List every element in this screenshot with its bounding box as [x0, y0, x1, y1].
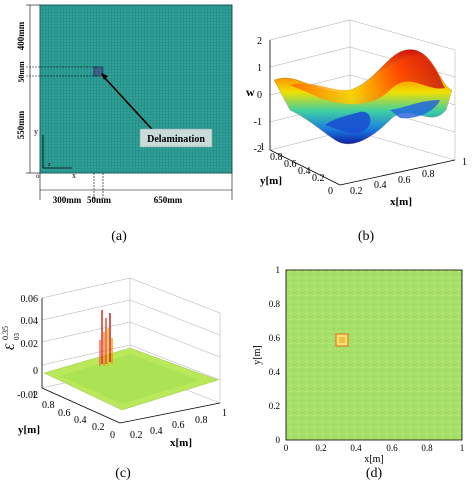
dim-bottom-right: 650mm [154, 195, 183, 205]
x-tick-d: 1 [460, 443, 465, 453]
y-axis-label-c: y[m] [18, 424, 40, 436]
y-axis-label-b: y[m] [260, 175, 282, 187]
delamination-arrow [103, 76, 161, 139]
x-axis-label-d: x[m] [364, 454, 383, 465]
z-tick-b: -1 [254, 117, 262, 128]
x-tick-c: 1 [222, 408, 227, 419]
svg-text:Ɛ: Ɛ [2, 343, 17, 350]
y-tick-b: 0.4 [298, 166, 311, 177]
arrow-head [101, 73, 108, 80]
damage-spikes [99, 310, 113, 366]
y-tick-b: 0.8 [270, 152, 283, 163]
z-tick-b: 0 [257, 90, 262, 101]
panel-a-plate-schematic: Delamination 400mm 50mm 550mm 300mm 50mm… [16, 4, 233, 205]
x-tick-c: 0.4 [150, 426, 163, 437]
axis-z-label: z [48, 162, 51, 168]
z-axis-label-c: Ɛ 0.35 03 [1, 326, 21, 350]
origin-label: o [36, 172, 40, 180]
y-tick-c: 0.8 [42, 400, 55, 411]
caption-c: (c) [115, 466, 131, 481]
damage-map-field [285, 269, 463, 441]
panel-b-surface-plot: 2 1 0 -1 -2 w 1 0.8 0.6 0.4 0.2 0 y[m] 0… [246, 19, 467, 208]
y-tick-b: 0.2 [312, 173, 325, 184]
panel-d-damage-map: 0 0.2 0.4 0.6 0.8 1 x[m] 0 0.2 0.4 0.6 0… [252, 265, 465, 465]
dim-left-bottom: 550mm [16, 110, 26, 139]
x-tick-c: 0.8 [195, 415, 208, 426]
y-axis-label-d: y[m] [252, 345, 263, 364]
dim-bottom-mid: 50mm [87, 195, 111, 205]
delamination-label: Delamination [147, 134, 205, 145]
z-axis-label-b: w [246, 85, 255, 99]
z-tick-b: -2 [254, 144, 262, 155]
x-tick-d: 0.2 [315, 443, 326, 453]
y-tick-c: 0 [110, 430, 115, 441]
x-tick-d: 0.8 [421, 443, 433, 453]
y-tick-d: 0.4 [269, 367, 281, 377]
x-tick-b: 0.6 [398, 175, 411, 186]
caption-b: (b) [357, 229, 375, 244]
x-tick-b: 0.2 [350, 186, 363, 197]
x-tick-d: 0 [284, 443, 289, 453]
panel-c-damage-index-3d: 0.06 0.04 0.02 0 -0.02 Ɛ 0.35 03 1 0.8 0… [1, 277, 227, 449]
plate-mesh [39, 4, 233, 174]
dim-bottom-left: 300mm [53, 195, 82, 205]
x-tick-d: 0.4 [350, 443, 362, 453]
y-tick-d: 0 [276, 435, 281, 445]
svg-text:0.35: 0.35 [1, 326, 10, 340]
x-tick-c: 0.6 [172, 420, 185, 431]
x-tick-b: 1 [462, 157, 467, 168]
x-tick-c: 0.2 [130, 430, 143, 441]
y-tick-b: 0.6 [284, 159, 297, 170]
y-tick-c: 0.4 [74, 415, 87, 426]
z-tick-c: 0 [33, 366, 38, 377]
y-tick-b: 0 [328, 186, 333, 197]
z-tick-c: -0.02 [17, 390, 38, 401]
y-tick-b: 1 [260, 142, 265, 153]
z-tick-c: 0.06 [21, 294, 39, 305]
axis-y-label: y [34, 127, 38, 136]
y-tick-c: 0.2 [92, 422, 105, 433]
axis-x-label: x [72, 171, 76, 180]
delamination-label-box [139, 128, 213, 148]
y-tick-c: 1 [32, 390, 37, 401]
x-axis-label-c: x[m] [170, 437, 192, 449]
z-tick-c: 0.02 [21, 339, 39, 350]
y-tick-c: 0.6 [58, 408, 71, 419]
x-tick-b: 0.4 [374, 180, 387, 191]
svg-text:03: 03 [13, 333, 21, 341]
caption-a: (a) [111, 229, 127, 244]
y-tick-d: 0.8 [269, 299, 281, 309]
delamination-region [93, 66, 104, 77]
x-axis-label-b: x[m] [390, 196, 412, 208]
damage-hotspot [335, 333, 349, 347]
dim-left-mid: 50mm [17, 61, 26, 83]
dim-left-top: 400mm [16, 21, 26, 50]
x-tick-b: 0.8 [422, 169, 435, 180]
y-tick-d: 1 [276, 265, 281, 275]
caption-d: (d) [365, 466, 383, 481]
x-tick-d: 0.6 [386, 443, 398, 453]
y-tick-d: 0.6 [269, 333, 281, 343]
z-tick-c: 0.04 [21, 316, 39, 327]
z-tick-b: 2 [257, 36, 262, 47]
z-tick-b: 1 [257, 63, 262, 74]
y-tick-d: 0.2 [269, 401, 280, 411]
